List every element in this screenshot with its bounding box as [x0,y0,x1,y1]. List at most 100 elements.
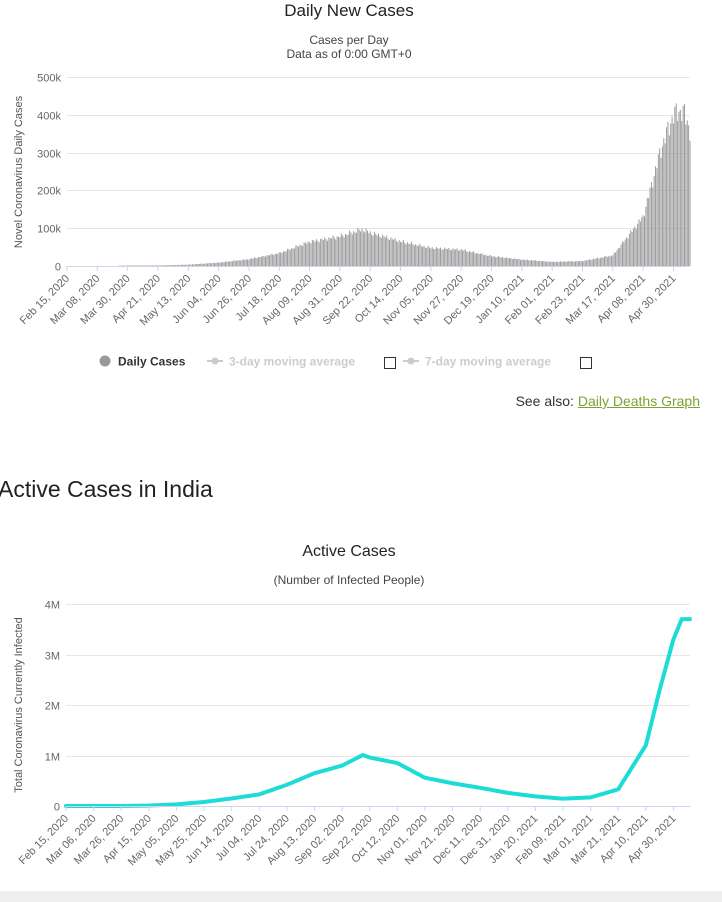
daily-case-bar [307,241,309,266]
daily-case-bar [504,258,506,266]
daily-case-bar [564,261,566,266]
daily-case-bar [191,264,193,266]
daily-case-bar [540,261,542,266]
daily-case-bar [162,265,164,266]
daily-case-bar [154,265,156,266]
daily-case-bar [202,263,204,266]
daily-case-bar [522,259,524,266]
legend-label-7-day: 7-day moving average [425,355,551,369]
daily-case-bar [284,251,286,266]
daily-case-bar [229,261,231,266]
daily-case-bar [309,242,311,266]
daily-case-bar [655,166,657,266]
daily-deaths-graph-link[interactable]: Daily Deaths Graph [577,393,700,409]
legend-checkbox-3-day[interactable] [384,357,396,369]
daily-case-bar [165,265,167,266]
daily-case-bar [689,140,691,266]
daily-case-bar [354,232,356,266]
daily-case-bar [493,256,495,266]
daily-case-bar [657,154,659,266]
daily-case-bar [646,197,648,266]
daily-case-bar [477,252,479,266]
daily-case-bar [648,198,650,266]
daily-case-bar [642,215,644,266]
daily-case-bar [322,240,324,266]
daily-case-bar [175,264,177,266]
daily-case-bar [489,254,491,266]
daily-case-bar [420,245,422,266]
legend-item-daily-cases[interactable]: Daily Cases [99,355,186,369]
daily-case-bar [253,257,255,266]
daily-case-bar [473,251,475,266]
daily-case-bar [459,250,461,266]
daily-case-bar [264,256,266,266]
daily-case-bar [282,251,284,266]
daily-case-bar [561,261,563,266]
daily-case-bar [602,257,604,266]
daily-case-bar [510,257,512,266]
daily-case-bar [178,264,180,266]
daily-case-bar [627,238,629,266]
daily-case-bar [521,259,523,266]
daily-case-bar [238,260,240,266]
daily-case-bar [682,105,684,266]
daily-case-bar [444,247,446,266]
daily-case-bar [149,265,151,266]
daily-case-bar [146,265,148,266]
legend-marker-3-day [211,357,219,365]
daily-case-bar [644,216,645,266]
daily-case-bar [225,261,226,266]
daily-case-bar [511,259,513,266]
daily-case-bar [551,261,553,266]
daily-case-bar [558,261,560,266]
daily-case-bar [597,257,599,266]
daily-case-bar [553,261,555,266]
daily-case-bar [389,240,391,266]
daily-case-bar [325,239,327,266]
daily-case-bar [160,265,162,266]
daily-case-bar [670,123,672,266]
daily-cases-chart: Daily New Cases Cases per Day Data as of… [13,1,691,369]
daily-case-bar [570,261,572,266]
daily-case-bar [624,239,626,266]
daily-case-bar [351,234,353,266]
daily-case-bar [686,120,688,266]
daily-case-bar [462,250,464,266]
daily-case-bar [208,263,210,266]
daily-case-bar [409,243,411,266]
daily-case-bar [342,235,344,266]
daily-case-bar [630,230,632,266]
daily-case-bar [423,245,425,266]
daily-case-bar [277,253,279,266]
daily-case-bar [641,217,643,266]
daily-case-bar [230,261,232,266]
daily-case-bar [626,237,628,266]
daily-case-bar [193,264,195,266]
daily-case-bar [445,248,447,266]
daily-case-bar [652,187,654,266]
daily-case-bar [383,236,385,266]
daily-case-bar [349,230,351,266]
y-tick-labels: 0 1M 2M 3M 4M [45,600,60,814]
daily-case-bar [145,265,147,266]
daily-case-bar [559,261,561,266]
daily-case-bar [371,234,373,266]
daily-case-bar [313,240,315,266]
daily-case-bar [336,236,338,266]
daily-case-bar [296,245,298,266]
daily-case-bar [464,249,466,266]
legend-checkbox-7-day[interactable] [580,357,592,369]
daily-case-bar [280,252,282,266]
daily-case-bar [649,187,651,266]
daily-case-bar [507,258,509,266]
y-tick-label: 2M [45,701,60,713]
daily-case-bar [536,260,538,266]
daily-case-bar [135,265,137,266]
legend-item-3-day-average[interactable]: 3-day moving average [207,355,355,369]
daily-case-bar [577,261,579,266]
legend-item-7-day-average[interactable]: 7-day moving average [403,355,551,369]
daily-case-bar [174,265,175,266]
daily-case-bar [218,262,220,266]
daily-case-bar [457,250,459,266]
